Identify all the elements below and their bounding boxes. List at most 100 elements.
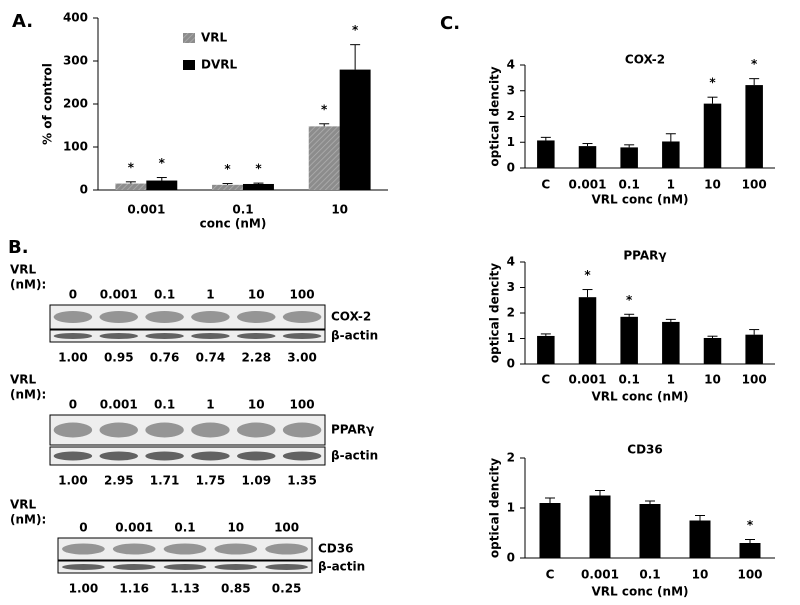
legend-swatch	[183, 33, 195, 43]
error-bar	[540, 136, 551, 141]
x-tick-label: 100	[742, 373, 767, 387]
bar	[589, 495, 611, 558]
legend-swatch	[183, 60, 195, 70]
x-axis-label: VRL conc (nM)	[592, 193, 689, 207]
lane-label: 1	[206, 288, 214, 302]
blot-band	[282, 422, 322, 438]
x-tick-label: 10	[331, 203, 348, 217]
error-bar	[645, 500, 655, 504]
blot-band	[265, 543, 308, 555]
x-tick-label: 10	[704, 373, 721, 387]
blot-band	[237, 311, 276, 323]
x-tick-label: C	[546, 568, 555, 582]
chart-title: COX-2	[625, 53, 665, 67]
panel-label: C.	[440, 13, 460, 34]
quantity: 1.09	[241, 474, 271, 488]
panel-label: A.	[12, 11, 33, 32]
blot-band	[145, 333, 184, 339]
lane-label: 0.1	[174, 521, 195, 535]
bar	[639, 504, 661, 558]
legend-label: DVRL	[201, 58, 237, 72]
blot-band	[282, 333, 322, 339]
bar	[620, 316, 638, 364]
x-tick-label: 0.001	[569, 178, 607, 192]
lane-label: 10	[248, 398, 265, 412]
quantity: 3.00	[287, 351, 317, 365]
x-tick-label: 0.001	[581, 568, 619, 582]
blot-band	[237, 333, 276, 339]
bar	[662, 321, 680, 364]
blot-band	[163, 543, 207, 555]
blot-band	[99, 422, 138, 438]
significance-mark: *	[352, 23, 359, 37]
quantity: 1.00	[69, 582, 99, 596]
error-bar	[595, 490, 605, 496]
blot-band	[145, 311, 184, 323]
blot-header: VRL	[10, 263, 37, 277]
bar	[745, 334, 763, 364]
significance-mark: *	[321, 102, 328, 116]
bar	[578, 146, 597, 168]
error-bar	[582, 143, 593, 147]
blot-band	[53, 333, 93, 339]
blot-band	[112, 564, 156, 570]
error-bar	[665, 318, 676, 322]
x-tick-label: 0.1	[619, 373, 640, 387]
blot-band	[99, 311, 138, 323]
quantity: 1.00	[58, 474, 88, 488]
blot-header: (nM):	[10, 278, 46, 292]
error-bar	[156, 177, 167, 181]
blot-band	[145, 451, 184, 461]
y-tick-label: 400	[63, 11, 88, 25]
blot-strip	[49, 304, 326, 330]
error-bar	[125, 181, 136, 184]
x-tick-label: C	[541, 373, 550, 387]
blot-band	[191, 422, 230, 438]
blot-strip	[49, 414, 326, 446]
blot-band	[191, 311, 230, 323]
significance-mark: *	[584, 268, 591, 282]
x-tick-label: 0.001	[569, 373, 607, 387]
blot-band	[163, 564, 207, 570]
error-bar	[707, 335, 718, 338]
x-tick-label: 1	[667, 178, 675, 192]
bar	[146, 180, 178, 190]
y-axis-label: optical dencity	[488, 458, 502, 558]
blot-header: (nM):	[10, 513, 46, 527]
blot-band	[53, 422, 93, 438]
y-tick-label: 1	[507, 501, 515, 515]
error-bar	[545, 497, 555, 503]
x-tick-label: 10	[704, 178, 721, 192]
significance-mark: *	[159, 156, 166, 170]
error-bar	[222, 183, 233, 185]
bar	[745, 85, 763, 168]
bar	[703, 337, 722, 364]
error-bar	[319, 123, 330, 127]
band-label: β-actin	[318, 560, 365, 574]
lane-label: 0.1	[154, 288, 175, 302]
bar	[308, 126, 340, 190]
y-tick-label: 0	[507, 161, 515, 175]
bar	[739, 543, 761, 558]
error-bar	[624, 144, 635, 148]
y-tick-label: 0	[80, 183, 88, 197]
quantity: 0.85	[221, 582, 251, 596]
lane-label: 0.001	[115, 521, 153, 535]
y-tick-label: 1	[507, 135, 515, 149]
x-axis-label: VRL conc (nM)	[592, 390, 689, 404]
bar	[539, 503, 561, 558]
blot-band	[214, 564, 258, 570]
x-tick-label: C	[541, 178, 550, 192]
y-tick-label: 3	[507, 83, 515, 97]
significance-mark: *	[747, 518, 754, 532]
x-axis-label: VRL conc (nM)	[592, 585, 689, 599]
x-tick-label: 0.001	[127, 203, 165, 217]
quantity: 0.74	[196, 351, 226, 365]
lane-label: 100	[274, 521, 299, 535]
blot-band	[282, 311, 322, 323]
blot-band	[237, 422, 276, 438]
significance-mark: *	[709, 76, 716, 90]
quantity: 1.71	[150, 474, 180, 488]
